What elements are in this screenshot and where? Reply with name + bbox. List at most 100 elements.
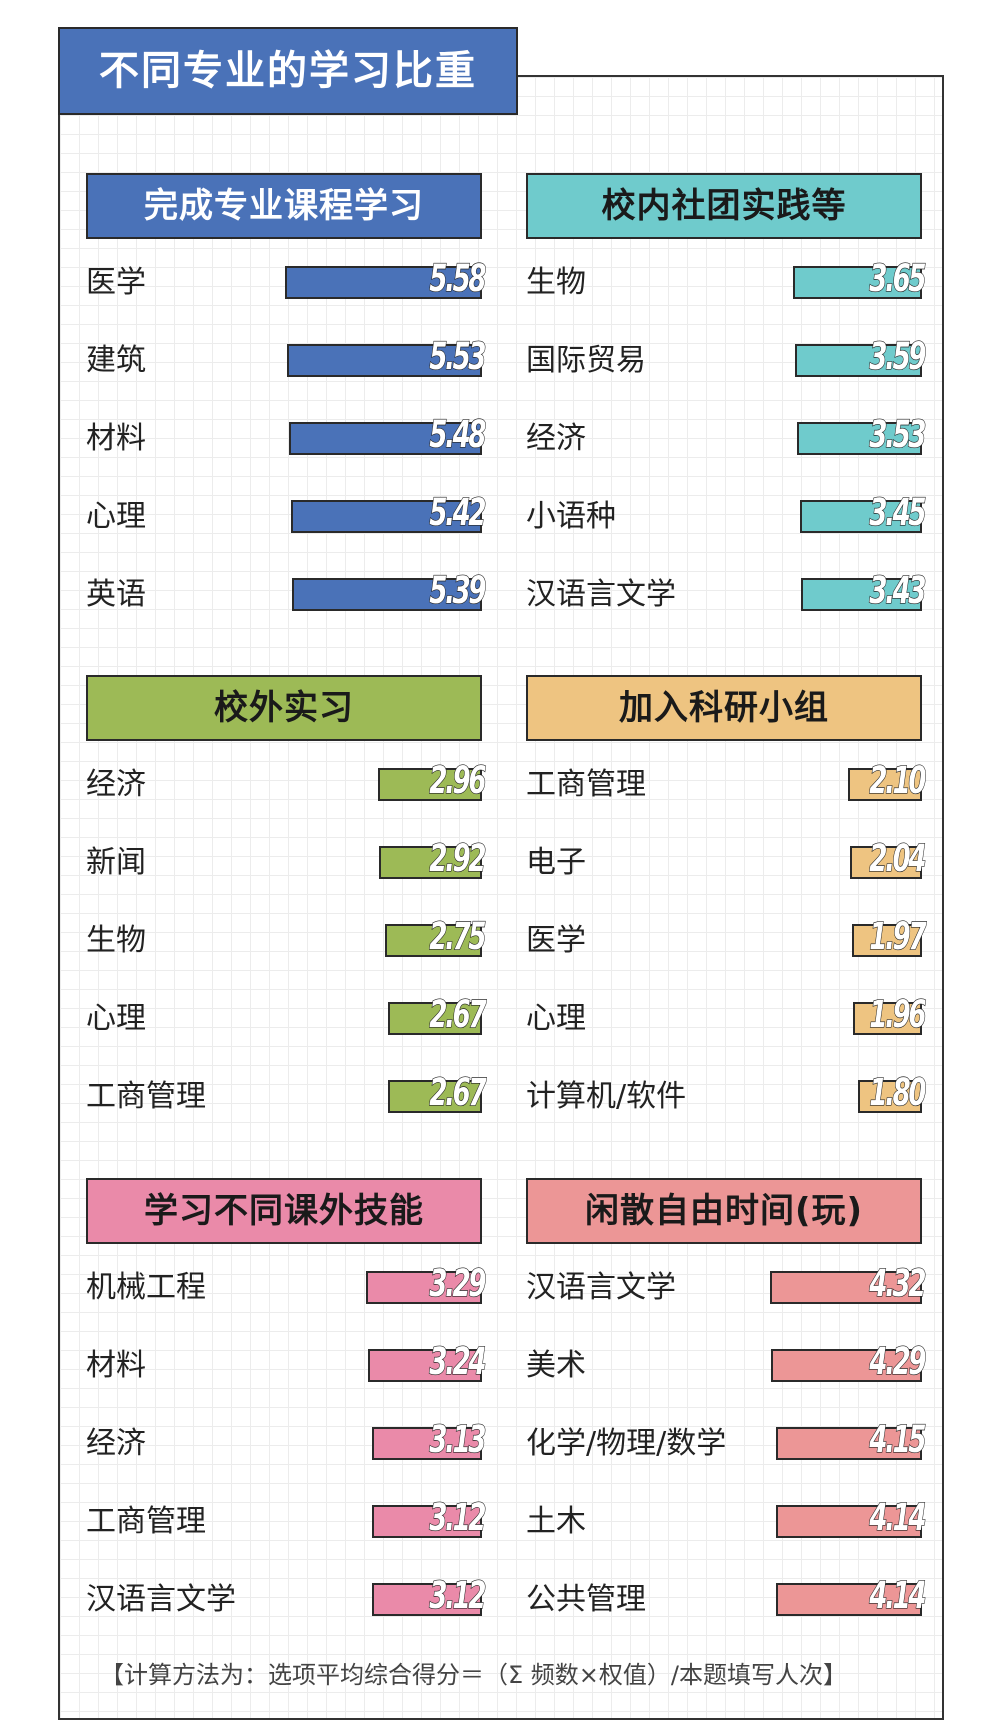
- chart-title: 完成专业课程学习: [86, 173, 482, 239]
- bar: [776, 1505, 922, 1538]
- bar-row: 材料 5.48: [86, 414, 487, 459]
- bar-row: 新闻 2.92: [86, 838, 487, 883]
- value-label: 3.59: [869, 335, 927, 378]
- category-label: 工商管理: [86, 1504, 206, 1539]
- category-label: 机械工程: [86, 1270, 206, 1305]
- bar: [770, 1271, 922, 1304]
- value-label: 4.29: [869, 1340, 927, 1383]
- category-label: 汉语言文学: [526, 1270, 676, 1305]
- page-title: 不同专业的学习比重: [58, 27, 518, 115]
- value-label: 2.04: [869, 837, 927, 880]
- bar: [366, 1271, 482, 1304]
- value-label: 4.14: [869, 1496, 927, 1539]
- bar-row: 建筑 5.53: [86, 336, 487, 381]
- value-label: 2.92: [429, 837, 487, 880]
- category-label: 工商管理: [86, 1079, 206, 1114]
- value-label: 3.12: [429, 1496, 487, 1539]
- value-label: 5.48: [429, 413, 487, 456]
- category-label: 计算机/软件: [526, 1079, 687, 1114]
- chart-panel: 完成专业课程学习 医学 5.58 建筑 5.53 材料 5.48 心理 5.42 英语 5.39: [86, 173, 487, 623]
- chart-title: 校内社团实践等: [526, 173, 922, 239]
- category-label: 心理: [526, 1001, 586, 1036]
- value-label: 3.29: [429, 1262, 487, 1305]
- category-label: 英语: [86, 577, 146, 612]
- category-label: 公共管理: [526, 1582, 646, 1617]
- category-label: 生物: [86, 923, 146, 958]
- bar-row: 化学/物理/数学 4.15: [526, 1419, 927, 1464]
- value-label: 4.14: [869, 1574, 927, 1617]
- bar: [372, 1505, 482, 1538]
- bar-row: 经济 3.53: [526, 414, 927, 459]
- bar-row: 材料 3.24: [86, 1341, 487, 1386]
- value-label: 3.65: [869, 257, 927, 300]
- value-label: 1.96: [869, 993, 927, 1036]
- bar-row: 医学 5.58: [86, 258, 487, 303]
- bar: [850, 846, 922, 879]
- bar-row: 计算机/软件 1.80: [526, 1072, 927, 1117]
- value-label: 2.96: [429, 759, 487, 802]
- category-label: 建筑: [86, 343, 146, 378]
- chart-panel: 学习不同课外技能机械工程 3.29 材料 3.24 经济 3.13 工商管理 3.12 汉语言文…: [86, 1178, 487, 1628]
- category-label: 工商管理: [526, 767, 646, 802]
- value-label: 3.53: [869, 413, 927, 456]
- chart-panel: 闲散自由时间(玩) 汉语言文学 4.32 美术 4.29 化学/物理/数学 4.15 土木 4.…: [526, 1178, 927, 1628]
- bar-row: 生物 3.65: [526, 258, 927, 303]
- category-label: 美术: [526, 1348, 586, 1383]
- category-label: 土木: [526, 1504, 586, 1539]
- bar: [800, 500, 922, 533]
- chart-title: 闲散自由时间(玩): [526, 1178, 922, 1244]
- category-label: 材料: [86, 421, 146, 456]
- bar-row: 工商管理 2.67: [86, 1072, 487, 1117]
- bar: [285, 266, 482, 299]
- bar: [801, 578, 922, 611]
- category-label: 汉语言文学: [526, 577, 676, 612]
- value-label: 3.43: [869, 569, 927, 612]
- value-label: 2.75: [429, 915, 487, 958]
- chart-panel: 校内社团实践等生物 3.65 国际贸易 3.59 经济 3.53 小语种 3.45 汉语言文学 3…: [526, 173, 927, 623]
- chart-title: 学习不同课外技能: [86, 1178, 482, 1244]
- bar: [378, 768, 482, 801]
- bar-row: 心理 1.96: [526, 994, 927, 1039]
- bar: [291, 500, 482, 533]
- bar-row: 公共管理 4.14: [526, 1575, 927, 1620]
- category-label: 电子: [526, 845, 586, 880]
- value-label: 2.67: [429, 1071, 487, 1114]
- bar-row: 汉语言文学 3.12: [86, 1575, 487, 1620]
- bar: [379, 846, 482, 879]
- value-label: 4.15: [869, 1418, 927, 1461]
- bar: [795, 344, 922, 377]
- bar-row: 心理 5.42: [86, 492, 487, 537]
- category-label: 心理: [86, 1001, 146, 1036]
- bar: [372, 1583, 482, 1616]
- bar: [776, 1427, 922, 1460]
- value-label: 3.45: [869, 491, 927, 534]
- category-label: 心理: [86, 499, 146, 534]
- category-label: 经济: [86, 767, 146, 802]
- chart-title: 加入科研小组: [526, 675, 922, 741]
- bar-row: 国际贸易 3.59: [526, 336, 927, 381]
- bar-row: 美术 4.29: [526, 1341, 927, 1386]
- bar-row: 医学 1.97: [526, 916, 927, 961]
- bar-row: 汉语言文学 3.43: [526, 570, 927, 615]
- bar: [388, 1080, 482, 1113]
- value-label: 1.97: [869, 915, 927, 958]
- bar: [853, 1002, 922, 1035]
- bar: [776, 1583, 922, 1616]
- bar: [372, 1427, 482, 1460]
- bar-row: 土木 4.14: [526, 1497, 927, 1542]
- chart-title: 校外实习: [86, 675, 482, 741]
- chart-panel: 加入科研小组 工商管理 2.10 电子 2.04 医学 1.97 心理 1.96 计算机/软件 1.…: [526, 675, 927, 1125]
- value-label: 4.32: [869, 1262, 927, 1305]
- bar: [368, 1349, 482, 1382]
- bar-row: 经济 3.13: [86, 1419, 487, 1464]
- category-label: 小语种: [526, 499, 616, 534]
- category-label: 生物: [526, 265, 586, 300]
- value-label: 5.42: [429, 491, 487, 534]
- value-label: 2.67: [429, 993, 487, 1036]
- bar-row: 生物 2.75: [86, 916, 487, 961]
- bar: [848, 768, 922, 801]
- category-label: 医学: [526, 923, 586, 958]
- bar: [797, 422, 922, 455]
- category-label: 化学/物理/数学: [526, 1426, 727, 1461]
- category-label: 国际贸易: [526, 343, 646, 378]
